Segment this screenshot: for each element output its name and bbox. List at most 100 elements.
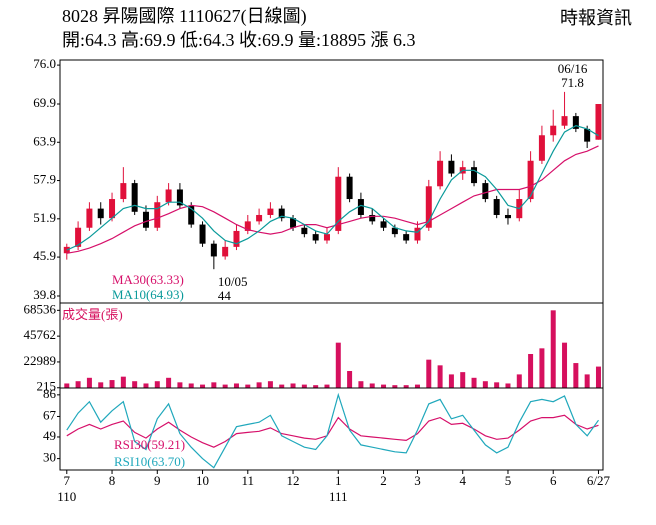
candle-body bbox=[357, 199, 364, 215]
series-label: MA10(64.93) bbox=[112, 287, 184, 302]
candle-body bbox=[256, 214, 263, 222]
volume-bar bbox=[211, 382, 217, 388]
candle-body bbox=[278, 208, 285, 219]
volume-bar bbox=[166, 377, 172, 388]
y-tick-label: 68536 bbox=[24, 301, 57, 316]
high-value: 71.8 bbox=[561, 75, 584, 90]
volume-bar bbox=[573, 363, 579, 388]
volume-bar bbox=[86, 377, 92, 388]
volume-bar bbox=[256, 382, 262, 388]
x-tick-label: 2 bbox=[380, 473, 387, 488]
low-value: 44 bbox=[218, 288, 232, 303]
candle-body bbox=[165, 189, 172, 203]
candle-body bbox=[346, 176, 353, 200]
y-tick-label: 69.9 bbox=[33, 95, 56, 110]
candle-body bbox=[188, 205, 195, 225]
x-tick-label: 1 bbox=[335, 473, 342, 488]
y-tick-label: 22989 bbox=[24, 353, 57, 368]
series-line bbox=[66, 145, 599, 254]
year-label: 110 bbox=[57, 489, 76, 504]
y-tick-label: 30 bbox=[43, 450, 56, 465]
candle-body bbox=[572, 116, 579, 129]
volume-bar bbox=[98, 382, 104, 388]
volume-bar bbox=[245, 384, 251, 388]
candle-body bbox=[290, 218, 297, 228]
candle-body bbox=[86, 208, 93, 228]
volume-bar bbox=[584, 374, 590, 388]
candle-body bbox=[335, 176, 342, 231]
x-tick-label: 10 bbox=[196, 473, 209, 488]
candle-body bbox=[425, 186, 432, 228]
volume-bar bbox=[426, 359, 432, 388]
candle-body bbox=[538, 135, 545, 161]
candle-body bbox=[131, 183, 138, 212]
candle-body bbox=[210, 243, 217, 257]
y-tick-label: 39.8 bbox=[33, 287, 56, 302]
candle-body bbox=[244, 221, 251, 231]
candle-body bbox=[97, 208, 104, 219]
candle-body bbox=[471, 167, 478, 184]
candle-body bbox=[233, 230, 240, 247]
volume-bar bbox=[233, 383, 239, 388]
volume-bar bbox=[290, 383, 296, 388]
volume-bar bbox=[437, 365, 443, 388]
price-summary: 開:64.3 高:69.9 低:64.3 收:69.9 量:18895 漲 6.… bbox=[62, 30, 416, 50]
x-tick-label: 6 bbox=[550, 473, 557, 488]
volume-bar bbox=[595, 366, 601, 388]
chart-title: 8028 昇陽國際 1110627(日線圖) bbox=[62, 6, 307, 27]
volume-bar bbox=[200, 384, 206, 388]
candle-body bbox=[312, 234, 319, 241]
volume-bar bbox=[482, 381, 488, 388]
volume-bar bbox=[369, 383, 375, 388]
volume-bar bbox=[75, 381, 81, 388]
volume-bar bbox=[301, 384, 307, 388]
volume-bar bbox=[143, 383, 149, 388]
source: 時報資訊 bbox=[560, 8, 632, 28]
candle-body bbox=[120, 183, 127, 200]
candle-body bbox=[448, 160, 455, 174]
y-tick-label: 63.9 bbox=[33, 133, 56, 148]
x-tick-label: 6/27 bbox=[587, 473, 611, 488]
candle-body bbox=[142, 211, 149, 228]
candle-body bbox=[561, 116, 568, 126]
volume-bar bbox=[494, 382, 500, 388]
candle-body bbox=[584, 128, 591, 142]
volume-bar bbox=[132, 381, 138, 388]
volume-bar bbox=[335, 342, 341, 388]
candle-body bbox=[391, 227, 398, 235]
volume-bar bbox=[505, 383, 511, 388]
x-tick-label: 5 bbox=[505, 473, 512, 488]
candle-body bbox=[75, 227, 82, 247]
x-tick-label: 3 bbox=[414, 473, 421, 488]
y-tick-label: 49 bbox=[43, 428, 56, 443]
volume-bar bbox=[448, 374, 454, 388]
panel-frame bbox=[59, 59, 604, 304]
candle-body bbox=[267, 208, 274, 215]
volume-bar bbox=[109, 380, 115, 388]
volume-bar bbox=[460, 372, 466, 388]
volume-bar bbox=[177, 382, 183, 388]
series-label: RSI30(59.21) bbox=[114, 437, 185, 452]
candle-body bbox=[550, 125, 557, 136]
volume-bar bbox=[550, 310, 556, 388]
candle-body bbox=[482, 183, 489, 200]
candle-body bbox=[527, 160, 534, 200]
y-tick-label: 51.9 bbox=[33, 210, 56, 225]
candle-body bbox=[301, 227, 308, 235]
x-tick-label: 12 bbox=[287, 473, 300, 488]
y-tick-label: 45762 bbox=[24, 327, 57, 342]
volume-bar bbox=[154, 381, 160, 388]
volume-bar bbox=[188, 383, 194, 388]
panel-title: 成交量(張) bbox=[62, 307, 123, 322]
volume-bar bbox=[471, 377, 477, 388]
volume-bar bbox=[539, 348, 545, 388]
volume-bar bbox=[516, 374, 522, 388]
volume-bar bbox=[120, 376, 126, 388]
low-date: 10/05 bbox=[218, 274, 248, 289]
candle-body bbox=[504, 214, 511, 219]
volume-bar bbox=[392, 385, 398, 388]
x-tick-label: 4 bbox=[459, 473, 466, 488]
candle-body bbox=[323, 234, 330, 241]
volume-bar bbox=[381, 384, 387, 388]
